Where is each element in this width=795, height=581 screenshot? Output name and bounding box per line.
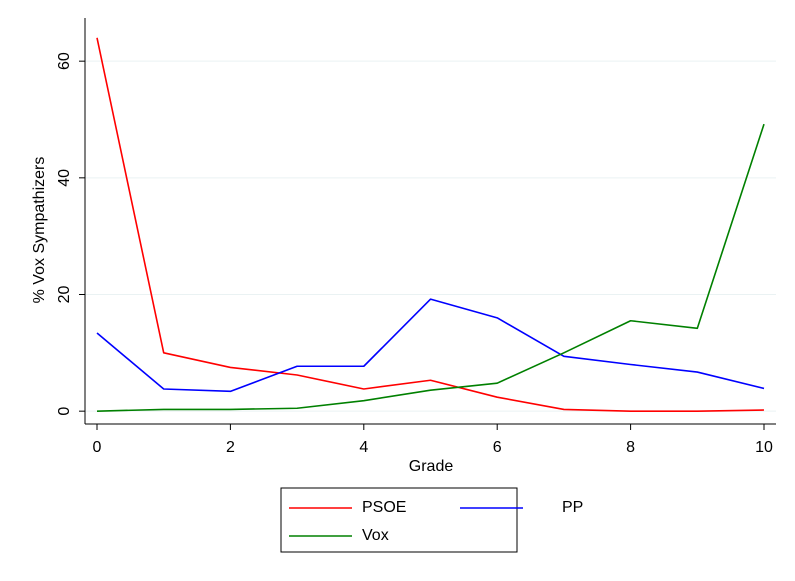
y-axis-label: % Vox Sympathizers — [31, 157, 48, 304]
x-tick-label: 4 — [359, 439, 368, 456]
series-line — [96, 37, 765, 412]
x-tick-label: 10 — [755, 439, 773, 456]
legend-box — [280, 487, 518, 553]
x-tick-label: 0 — [93, 439, 102, 456]
y-tick-label: 20 — [56, 286, 73, 304]
series-line — [96, 123, 765, 412]
legend-label: PSOE — [362, 499, 406, 516]
y-tick-label: 40 — [56, 169, 73, 187]
x-axis-label: Grade — [409, 458, 454, 475]
x-tick-label: 6 — [493, 439, 502, 456]
x-tick-label: 2 — [226, 439, 235, 456]
y-tick-label: 0 — [56, 407, 73, 416]
legend-label: PP — [562, 499, 583, 516]
x-tick-label: 8 — [626, 439, 635, 456]
legend-label: Vox — [362, 527, 389, 544]
series-line — [96, 298, 765, 393]
y-tick-label: 60 — [56, 52, 73, 70]
